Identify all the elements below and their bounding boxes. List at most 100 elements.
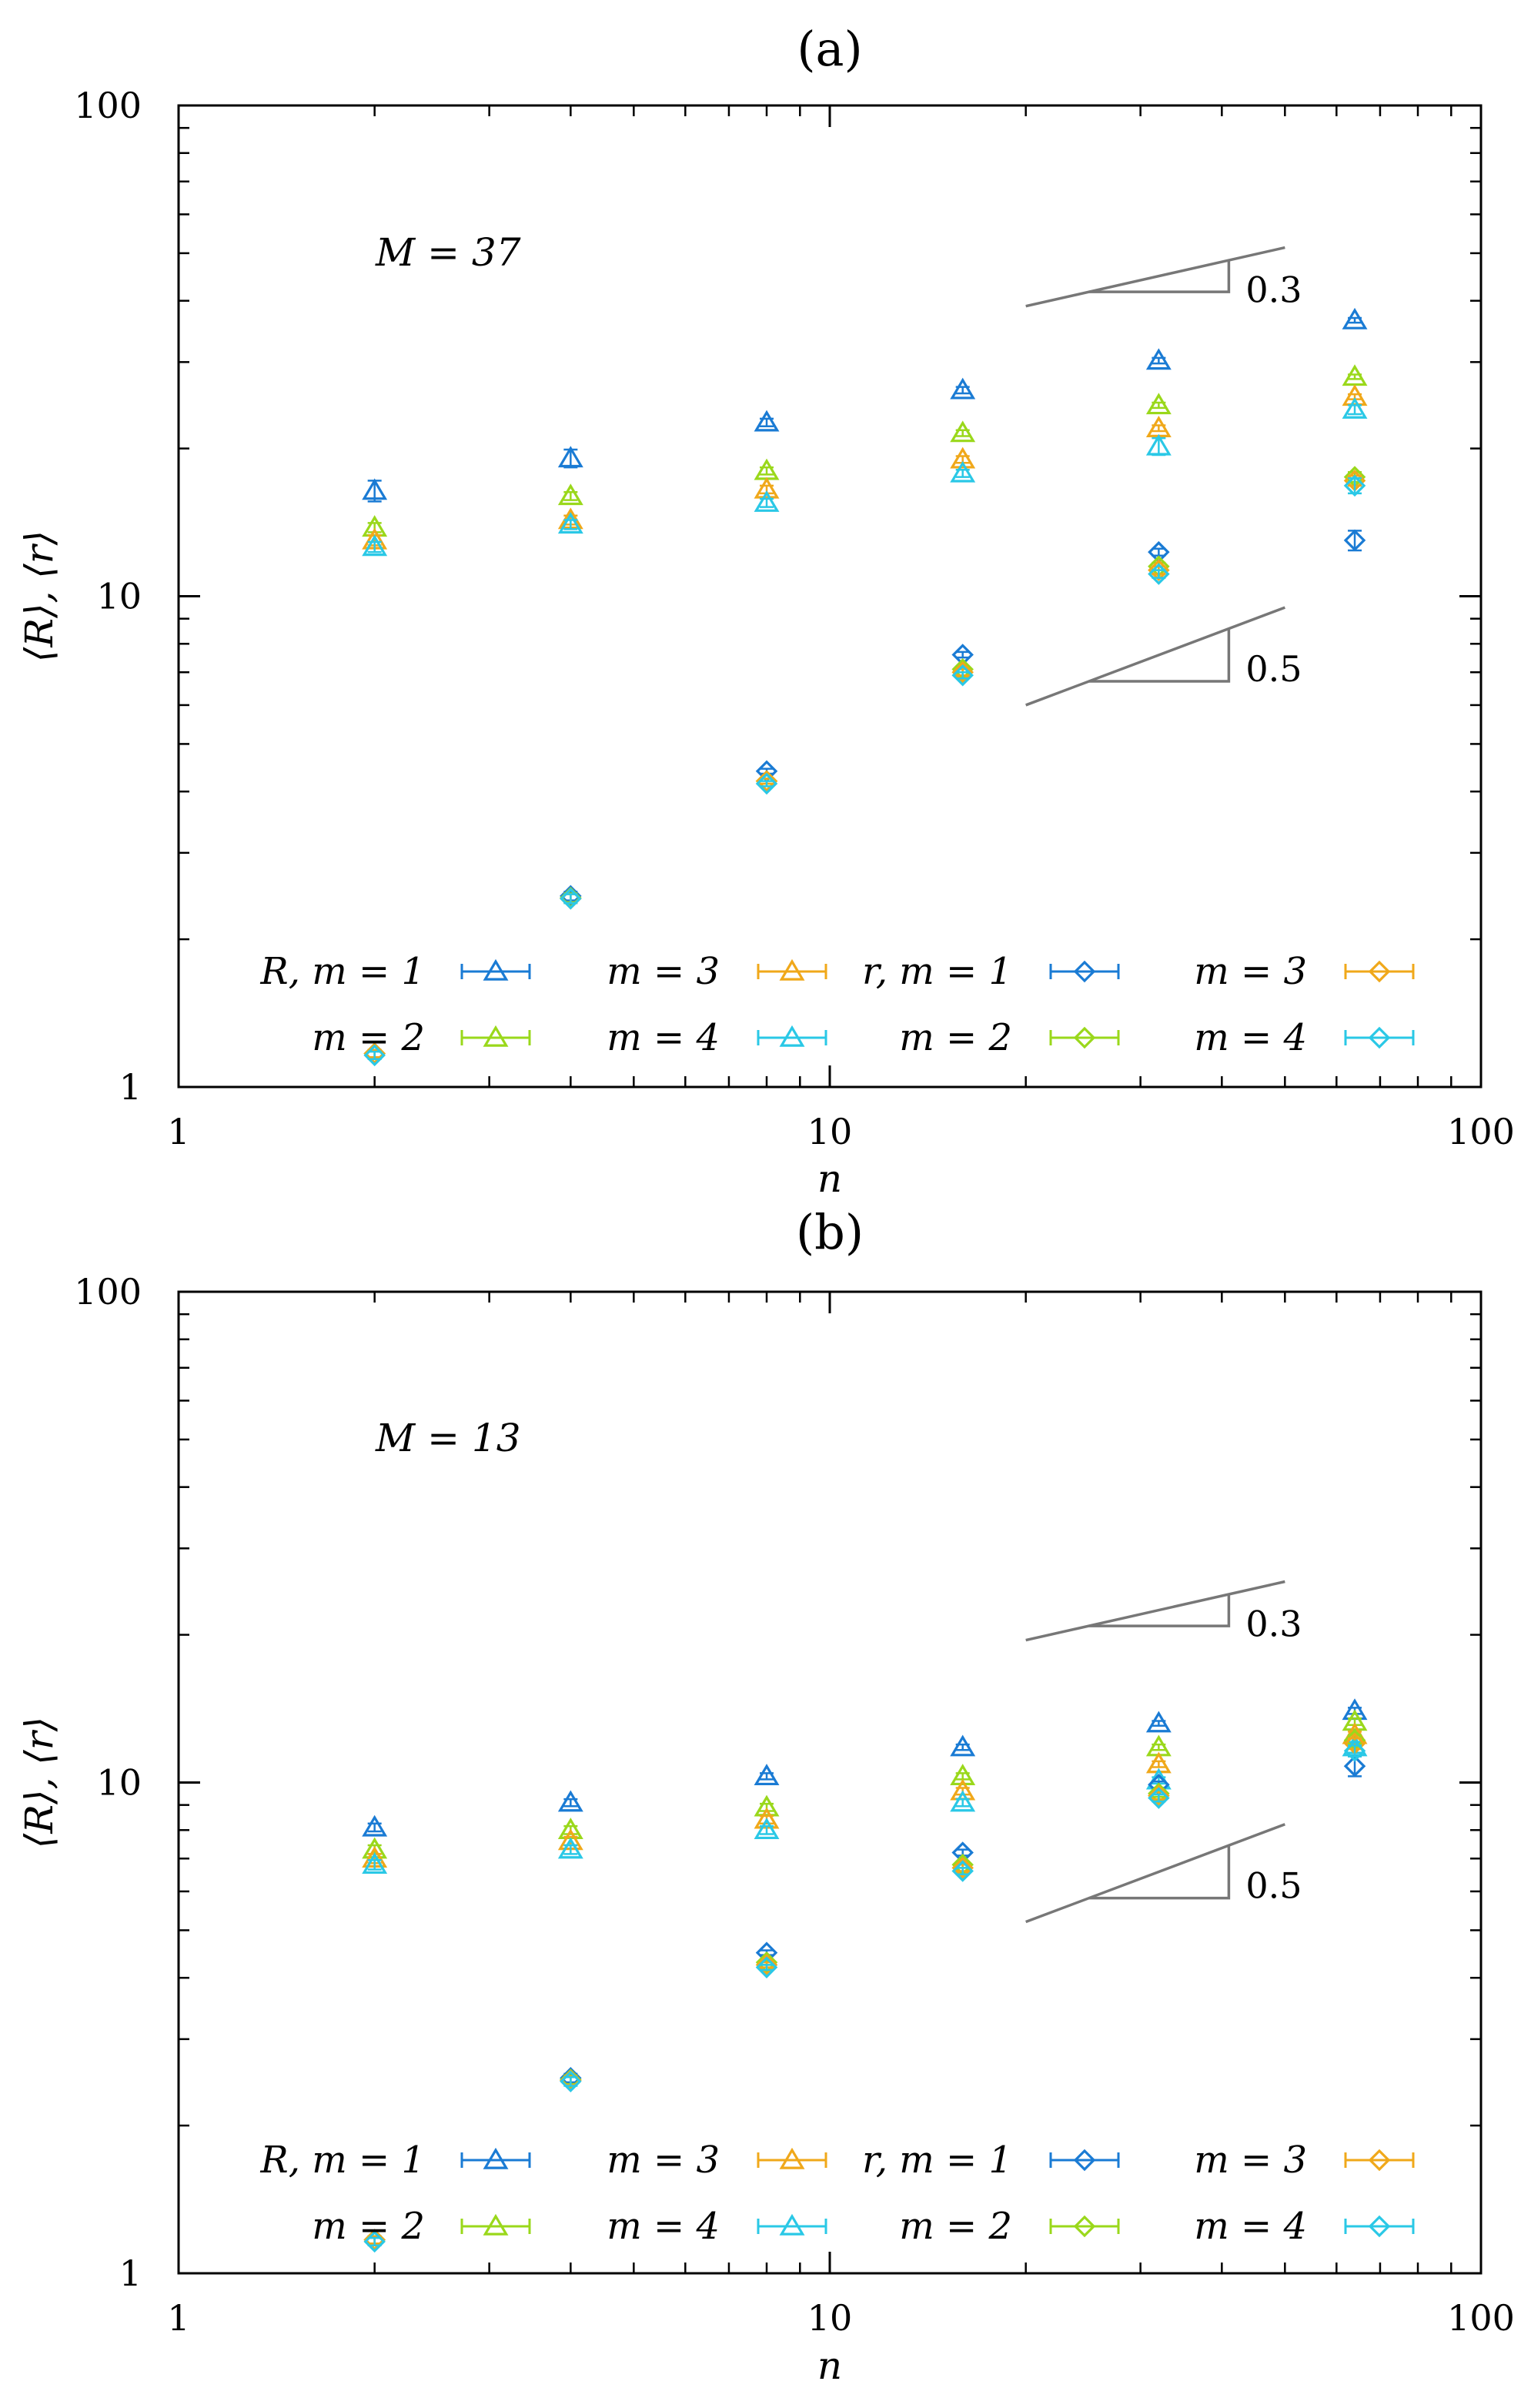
data-point-triangle xyxy=(950,446,976,469)
slope-indicator-0-3: 0.3 xyxy=(1025,246,1302,311)
y-tick-label: 100 xyxy=(74,1271,142,1313)
data-point-diamond xyxy=(363,2229,386,2251)
data-point-diamond xyxy=(755,772,778,795)
legend-marker-diamond xyxy=(1073,1026,1096,1049)
legend-marker-triangle xyxy=(779,1025,805,1047)
data-point-diamond xyxy=(755,1954,778,1976)
x-axis-label: n xyxy=(817,1156,842,1201)
legend-label: m = 2 xyxy=(312,1016,425,1059)
data-point-triangle xyxy=(557,483,583,506)
series-r-m-1 xyxy=(362,307,1368,503)
data-point-triangle xyxy=(754,477,780,499)
panel-annotation: M = 37 xyxy=(375,230,521,275)
y-axis-label: ⟨R⟩, ⟨r⟩ xyxy=(17,530,62,662)
legend-entry-r-m-1: r, m = 1 xyxy=(862,2139,1120,2182)
legend-entry-r-m-3: m = 3 xyxy=(1194,2139,1415,2182)
data-point-triangle xyxy=(950,420,976,443)
data-point-diamond xyxy=(1343,1754,1366,1778)
data-point-triangle xyxy=(557,446,583,468)
panel-a: (a) 1 10 100 1 10 100 n ⟨R⟩, ⟨r⟩ M = 37 0.3 0.5 R, m… xyxy=(17,21,1515,1201)
data-point-diamond xyxy=(1343,474,1366,497)
data-point-triangle xyxy=(950,1790,976,1812)
legend-entry-r-m-2: m = 2 xyxy=(899,1016,1120,1059)
data-point-triangle xyxy=(1342,307,1368,329)
data-point-triangle xyxy=(557,1837,583,1859)
slope-label: 0.3 xyxy=(1245,1604,1302,1645)
data-point-diamond xyxy=(1148,1784,1170,1807)
data-point-diamond xyxy=(1148,1782,1170,1804)
legend-entry-r-m-3: m = 3 xyxy=(607,2139,827,2182)
legend-marker-triangle xyxy=(779,958,805,981)
data-point-diamond xyxy=(560,888,582,910)
legend-marker-triangle xyxy=(483,2147,509,2169)
series-r-m-4 xyxy=(363,474,1366,1067)
legend-marker-diamond xyxy=(1073,2149,1096,2172)
series-r-m-4 xyxy=(363,1740,1366,2253)
slope-line xyxy=(1025,246,1285,308)
legend-label: m = 3 xyxy=(607,950,720,993)
data-point-diamond xyxy=(1148,1787,1170,1809)
legend-entry-r-m-4: m = 4 xyxy=(1194,1016,1415,1059)
axis-ticks xyxy=(177,1290,1483,2275)
legend-label: m = 3 xyxy=(607,2139,720,2182)
legend-marker-diamond xyxy=(1073,2215,1096,2238)
legend-marker-triangle xyxy=(779,2147,805,2169)
slope-line xyxy=(1025,1823,1285,1924)
data-point-diamond xyxy=(1343,1740,1366,1762)
y-tick-label: 10 xyxy=(96,576,142,617)
data-points xyxy=(362,307,1368,1067)
legend-marker-diamond xyxy=(1368,1026,1391,1049)
slope-indicator-0-3: 0.3 xyxy=(1025,1580,1302,1645)
legend-marker-triangle xyxy=(483,2213,509,2236)
series-r-m-4 xyxy=(362,396,1368,557)
legend-entry-r-m-4: m = 4 xyxy=(607,2205,827,2248)
legend-label: m = 2 xyxy=(899,2205,1012,2248)
panel-title: (b) xyxy=(796,1204,864,1260)
data-point-triangle xyxy=(1145,348,1172,370)
data-point-diamond xyxy=(755,1956,778,1978)
slope-triangle xyxy=(1088,1845,1231,1900)
legend-entry-r-m-4: m = 4 xyxy=(1194,2205,1415,2248)
y-axis-label: ⟨R⟩, ⟨r⟩ xyxy=(17,1717,62,1848)
slope-label: 0.5 xyxy=(1245,1865,1302,1906)
legend-label: m = 4 xyxy=(1194,2205,1307,2248)
data-point-triangle xyxy=(362,478,388,500)
data-point-triangle xyxy=(950,460,976,483)
data-point-triangle xyxy=(1342,396,1368,419)
legend-label: m = 4 xyxy=(607,2205,720,2248)
data-point-diamond xyxy=(1148,559,1170,581)
legend-entry-r-m-3: m = 3 xyxy=(1194,950,1415,993)
legend-entry-r-m-2: m = 2 xyxy=(312,1016,531,1059)
data-point-diamond xyxy=(363,1042,386,1065)
legend: R, m = 1 m = 2 m = 3 m = 4 r, m = 1 m = 2 m = … xyxy=(260,950,1415,1059)
data-point-diamond xyxy=(560,2070,582,2093)
legend-marker-triangle xyxy=(483,958,509,981)
data-point-triangle xyxy=(557,512,583,534)
panel-b: (b) 1 10 100 1 10 100 n ⟨R⟩, ⟨r⟩ M = 13 0.3 0.5 R, m… xyxy=(17,1204,1515,2388)
slope-triangle xyxy=(1088,260,1231,293)
y-tick-label: 1 xyxy=(119,2252,142,2294)
data-point-diamond xyxy=(951,1860,974,1882)
data-point-triangle xyxy=(950,1734,976,1757)
legend-marker-diamond xyxy=(1073,960,1096,983)
legend-label: m = 4 xyxy=(1194,1016,1307,1059)
data-point-triangle xyxy=(362,1852,388,1875)
data-point-triangle xyxy=(1145,433,1172,456)
legend-entry-r-m-4: m = 4 xyxy=(607,1016,827,1059)
slope-indicator-0-5: 0.5 xyxy=(1025,606,1302,707)
data-point-triangle xyxy=(362,534,388,557)
data-point-diamond xyxy=(1343,529,1366,552)
data-point-triangle xyxy=(754,410,780,432)
data-point-diamond xyxy=(363,2230,386,2253)
x-tick-label: 100 xyxy=(1447,2297,1515,2339)
data-point-triangle xyxy=(754,1764,780,1786)
slope-triangle xyxy=(1088,628,1231,683)
data-point-triangle xyxy=(950,377,976,400)
legend-label: R, m = 1 xyxy=(260,2139,425,2182)
x-axis-label: n xyxy=(817,2343,842,2388)
slope-indicator-0-5: 0.5 xyxy=(1025,1823,1302,1924)
legend-entry-r-m-1: R, m = 1 xyxy=(260,2139,531,2182)
y-tick-label: 100 xyxy=(74,85,142,126)
legend-marker-diamond xyxy=(1368,960,1391,983)
panel-annotation: M = 13 xyxy=(375,1416,521,1460)
